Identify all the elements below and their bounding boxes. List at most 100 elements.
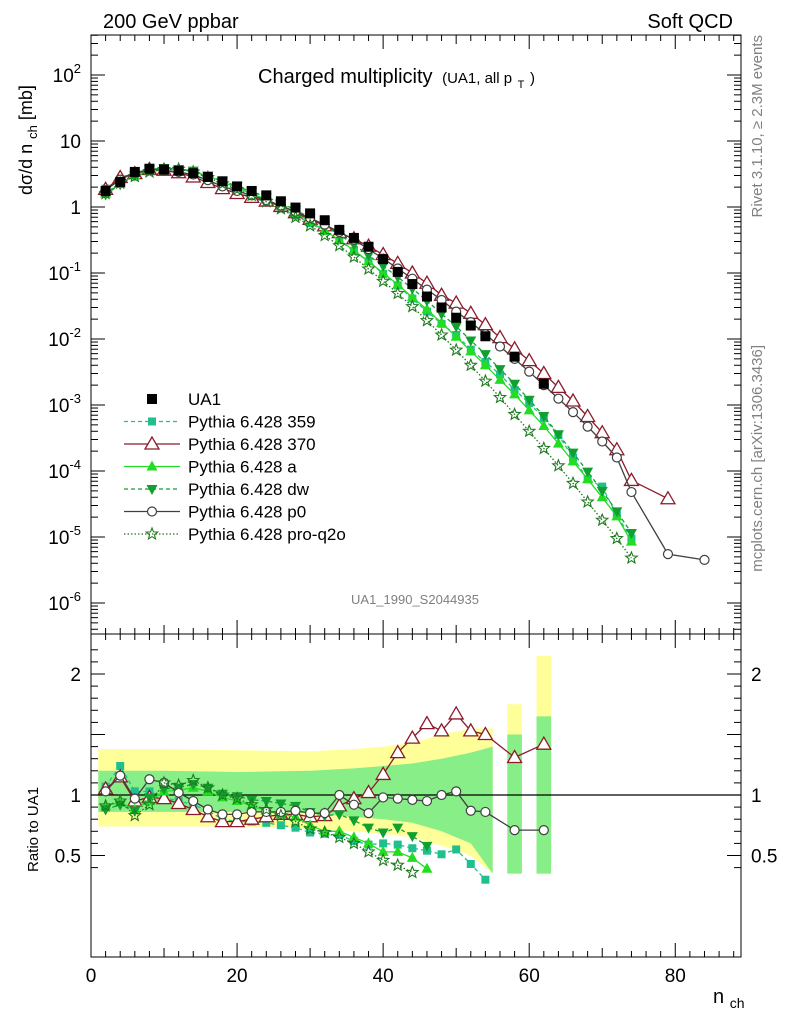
- legend-label: Pythia 6.428 p0: [188, 503, 306, 522]
- series-4-ratio-marker: [305, 808, 316, 819]
- series-2-main-line: [105, 168, 632, 543]
- series-0-ratio-marker: [262, 818, 271, 827]
- series-4-main-line: [105, 168, 705, 561]
- y-tick-label: 10-6: [48, 589, 81, 615]
- series-2-main-marker: [450, 330, 462, 341]
- series-3-main-marker: [494, 365, 506, 376]
- series-3-ratio-marker: [216, 789, 228, 800]
- ratio-y-tick-label-left: 2: [70, 665, 81, 686]
- ua1-data-marker: [378, 254, 389, 265]
- series-5-ratio-line: [105, 779, 413, 873]
- y-tick-label-exp: -4: [69, 457, 81, 472]
- legend-label: Pythia 6.428 370: [188, 435, 316, 454]
- series-1-ratio-marker: [228, 813, 246, 828]
- series-5-main-marker: [507, 406, 522, 421]
- series-4-ratio-marker: [202, 804, 213, 815]
- main-y-axis-label-unit: [mb]: [16, 85, 36, 120]
- series-3-main-marker: [450, 322, 462, 333]
- plot-title-small-end: ): [530, 70, 535, 87]
- series-4-ratio-marker: [231, 809, 243, 820]
- series-5-main-marker: [273, 201, 289, 215]
- series-0-main-line: [105, 167, 632, 539]
- series-0-ratio-marker: [437, 850, 446, 859]
- header-left: 200 GeV ppbar: [103, 11, 239, 33]
- series-3-main-marker: [567, 448, 579, 459]
- series-1-main-marker: [535, 365, 552, 380]
- series-5-main-line: [105, 168, 632, 559]
- legend-marker: [146, 485, 158, 495]
- series-2-ratio-marker: [406, 851, 418, 862]
- series-3-main-marker: [523, 395, 535, 406]
- series-3-ratio-marker: [333, 810, 345, 821]
- series-5-main-marker: [361, 261, 376, 276]
- series-5-ratio-marker: [171, 777, 186, 792]
- series-4-ratio-marker: [188, 795, 199, 807]
- series-4-ratio-marker: [275, 806, 286, 818]
- series-4-ratio-marker: [100, 786, 111, 797]
- plot-title-main: Charged multiplicity: [258, 66, 433, 88]
- ratio-band-stat-1: [507, 734, 522, 874]
- series-4-ratio-marker: [129, 793, 140, 804]
- ua1-data-marker: [509, 351, 520, 362]
- series-5-main-marker: [565, 475, 581, 490]
- series-0-ratio-marker: [452, 845, 461, 854]
- ua1-data-marker: [392, 266, 403, 277]
- series-4-ratio-marker: [538, 824, 549, 836]
- series-1-ratio-marker: [170, 795, 187, 810]
- series-1-ratio-marker: [214, 813, 231, 828]
- series-2-main-marker: [509, 388, 521, 399]
- series-0-ratio-marker: [276, 821, 285, 830]
- series-1-main-marker: [521, 352, 538, 367]
- series-5-ratio-marker: [142, 797, 157, 811]
- series-3-ratio-marker: [406, 832, 418, 843]
- series-5-ratio-marker: [361, 844, 376, 858]
- series-3-ratio-marker: [246, 795, 258, 806]
- legend-marker: [148, 417, 156, 426]
- series-1-ratio-marker: [243, 810, 260, 825]
- x-tick-label: 0: [86, 966, 97, 987]
- series-4-ratio-marker: [436, 789, 447, 801]
- series-5-main-marker: [390, 285, 405, 300]
- series-0-ratio-marker: [306, 828, 315, 837]
- series-5-ratio-marker: [215, 787, 230, 802]
- mcplots-source-label: mcplots.cern.ch [arXiv:1306.3436]: [749, 345, 766, 572]
- series-5-main-marker: [332, 238, 347, 252]
- main-y-axis-label: dσ/d n ch [mb]: [16, 85, 41, 195]
- series-2-main-marker: [538, 420, 550, 431]
- series-5-ratio-marker: [405, 864, 420, 879]
- series-1-ratio-marker: [433, 722, 450, 737]
- y-tick-label-base: 10: [48, 462, 69, 483]
- y-tick-label-base: 10: [53, 66, 74, 87]
- plot-title-small-sub: T: [518, 79, 525, 91]
- y-tick-label-exp: -3: [69, 391, 81, 406]
- series-5-main-marker: [492, 389, 508, 404]
- series-0-ratio-marker: [393, 840, 402, 849]
- legend-label: Pythia 6.428 dw: [188, 480, 310, 499]
- series-0-ratio-marker: [466, 859, 475, 868]
- series-5-main-marker: [317, 227, 332, 242]
- series-4-ratio-marker: [421, 795, 433, 807]
- legend-marker: [146, 460, 158, 471]
- series-0-ratio-line: [105, 764, 486, 881]
- series-5-main-marker: [522, 423, 537, 438]
- series-3-main-marker: [465, 336, 477, 347]
- ua1-data-marker: [363, 241, 374, 252]
- series-1-ratio-marker: [506, 749, 523, 764]
- series-5-main-marker: [609, 531, 624, 545]
- series-2-main-marker: [421, 303, 433, 314]
- series-3-main-marker: [582, 467, 594, 478]
- ua1-data-marker: [348, 232, 359, 243]
- ratio-y-tick-label-left: 1: [70, 786, 81, 807]
- ua1-data-marker: [465, 320, 476, 331]
- series-5-main-marker: [551, 458, 566, 472]
- series-5-ratio-marker: [332, 829, 347, 844]
- x-tick-label: 80: [665, 966, 686, 987]
- series-5-main-marker: [434, 327, 449, 342]
- series-1-ratio-marker: [535, 735, 552, 750]
- series-5-ratio-marker: [244, 797, 259, 811]
- series-4-ratio-marker: [363, 808, 374, 819]
- series-4-ratio-marker: [465, 805, 476, 816]
- series-5-main-marker: [288, 209, 303, 224]
- y-tick-label-exp: -2: [69, 325, 81, 340]
- main-y-axis-label-text: dσ/d n: [16, 144, 36, 195]
